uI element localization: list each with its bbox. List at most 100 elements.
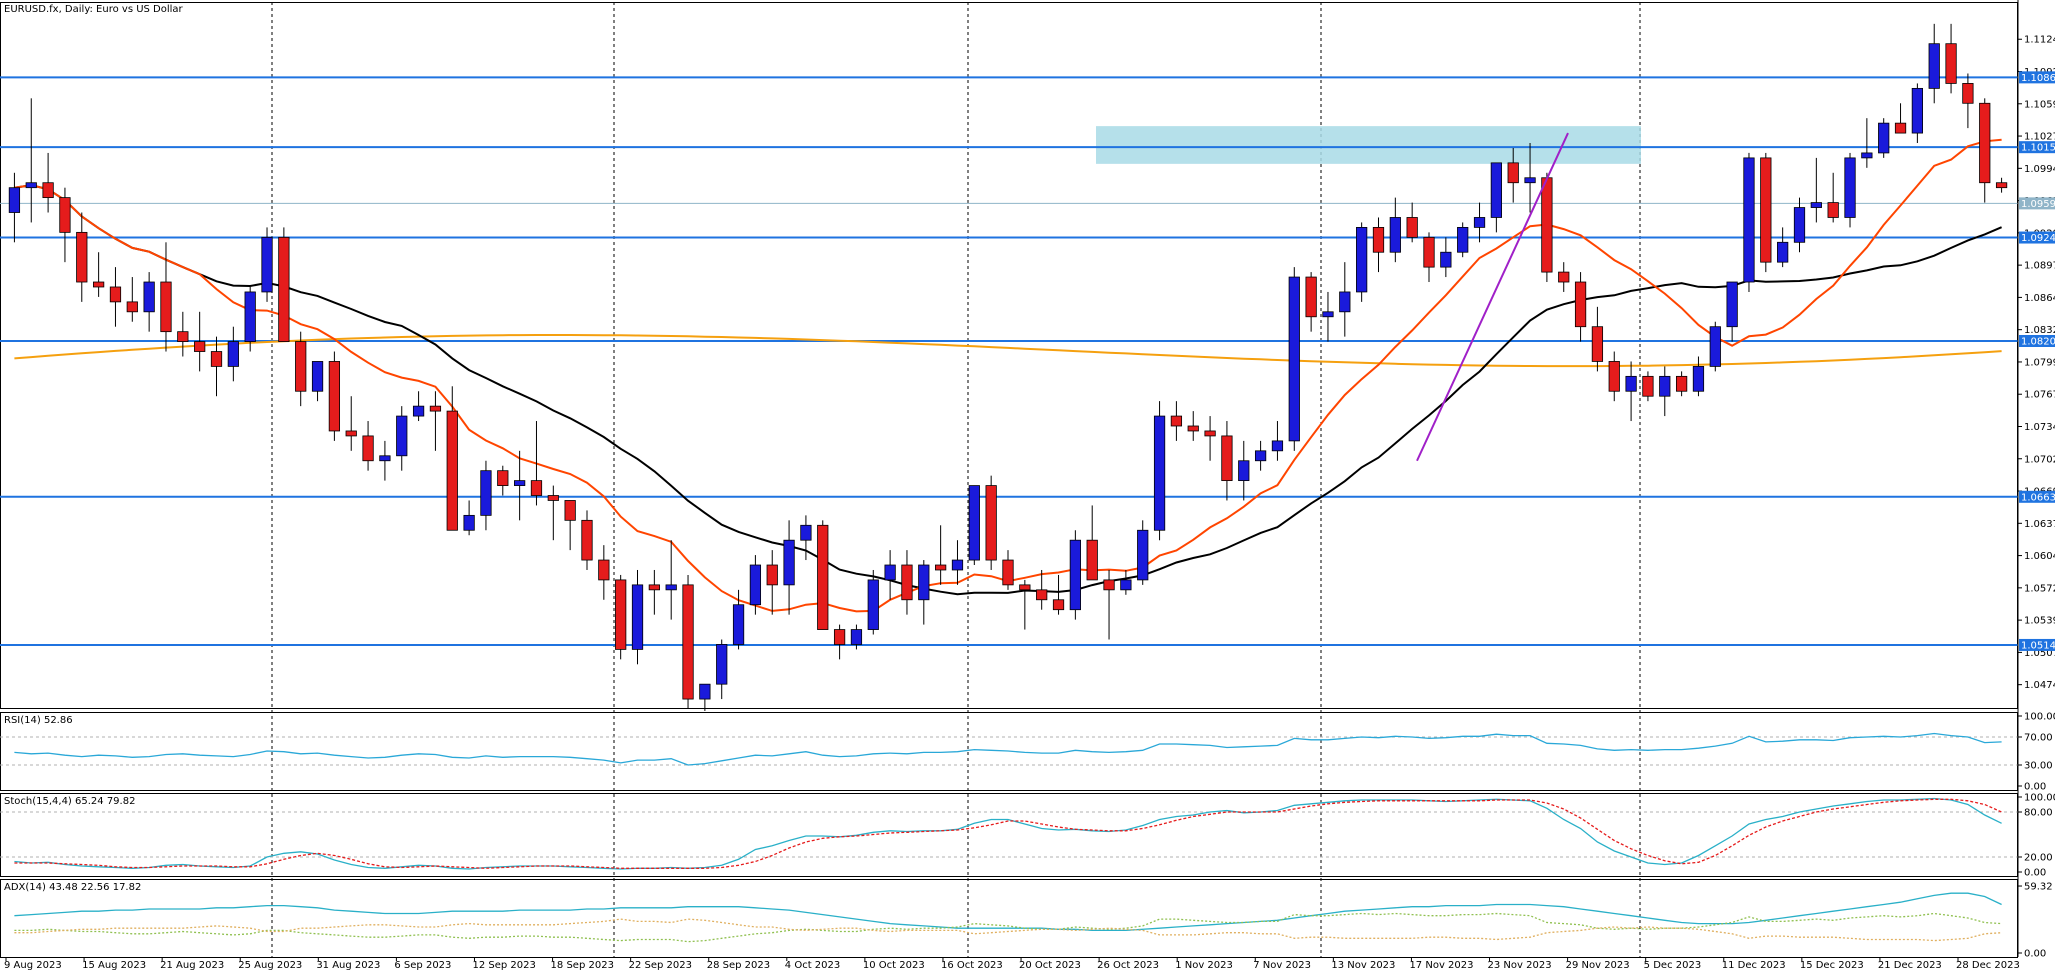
candle xyxy=(732,589,745,650)
candle-body xyxy=(1204,430,1216,437)
candle-body xyxy=(1827,202,1839,218)
time-tick-label: 22 Sep 2023 xyxy=(629,960,692,971)
candle xyxy=(379,440,391,481)
candle xyxy=(1271,421,1284,461)
time-tick-label: 25 Aug 2023 xyxy=(238,960,302,971)
candle-body xyxy=(1356,227,1368,293)
candle-body xyxy=(1187,425,1199,432)
candle xyxy=(1894,103,1907,134)
candle xyxy=(564,500,576,551)
candle-body xyxy=(665,584,677,591)
candle xyxy=(76,212,88,302)
candle xyxy=(766,550,778,615)
candle xyxy=(850,624,863,650)
current-price-tag-label: 1.09592 xyxy=(2021,199,2055,210)
indicator-tick-label: 100.00 xyxy=(2024,712,2055,723)
price-tick-label: 1.11245 xyxy=(2024,35,2055,46)
candle xyxy=(1187,411,1199,441)
candle xyxy=(699,683,711,711)
candle xyxy=(615,574,627,660)
level-price-tag xyxy=(2019,231,2055,244)
candle-body xyxy=(1945,43,1957,84)
candle-body xyxy=(25,182,37,189)
candle-body xyxy=(1086,539,1098,581)
candle xyxy=(1591,306,1604,372)
candle-body xyxy=(42,182,54,199)
candle xyxy=(1036,569,1048,610)
time-tick-label: 16 Oct 2023 xyxy=(941,960,1003,971)
candle xyxy=(749,555,762,615)
candle xyxy=(1861,118,1873,168)
price-tick-label: 1.09945 xyxy=(2024,164,2055,175)
candle-body xyxy=(935,564,947,571)
candle-body xyxy=(1625,375,1637,392)
candle-body xyxy=(1524,177,1536,184)
candle-body xyxy=(1810,202,1822,208)
candle xyxy=(665,540,677,620)
candle-body xyxy=(59,197,71,233)
indicator-panes-layer xyxy=(0,732,2018,943)
price-tick-label: 1.05720 xyxy=(2024,583,2055,594)
indicator-tick-label: 30.00 xyxy=(2024,761,2053,772)
candle xyxy=(514,450,526,521)
candle xyxy=(1170,401,1183,441)
candle-body xyxy=(1659,375,1671,397)
resistance-zone-layer xyxy=(1096,126,1641,164)
candle xyxy=(1490,162,1502,233)
candle-body xyxy=(1271,440,1284,452)
candle-body xyxy=(1574,281,1587,328)
price-tick-label: 1.07020 xyxy=(2024,454,2055,465)
time-tick-label: 28 Dec 2023 xyxy=(1956,960,2020,971)
price-tick-label: 1.08320 xyxy=(2024,325,2055,336)
candle xyxy=(1440,237,1452,278)
sma-slow-line xyxy=(14,334,2002,368)
candle-body xyxy=(1120,579,1132,591)
candle xyxy=(817,520,829,630)
candle xyxy=(278,227,290,342)
indicator-tick-label: 20.00 xyxy=(2024,853,2053,864)
candle xyxy=(951,540,964,585)
candle-body xyxy=(412,405,425,417)
candle xyxy=(935,525,947,585)
candle-body xyxy=(867,579,879,630)
candle xyxy=(396,406,408,471)
candle xyxy=(547,485,559,541)
candle xyxy=(25,98,37,223)
candle xyxy=(1221,421,1233,501)
candle-body xyxy=(1709,326,1721,367)
rsi-label: RSI(14) 52.86 xyxy=(4,715,73,726)
candle xyxy=(1204,416,1216,461)
candle-body xyxy=(1406,217,1418,238)
time-tick-label: 5 Dec 2023 xyxy=(1644,960,1702,971)
candle xyxy=(985,475,997,570)
candle xyxy=(227,326,239,382)
candle-body xyxy=(177,331,189,342)
candle-body xyxy=(328,361,341,432)
candle-body xyxy=(160,281,172,333)
candle-body xyxy=(1305,276,1317,318)
candle-body xyxy=(564,500,576,521)
time-tick-label: 11 Dec 2023 xyxy=(1722,960,1786,971)
candle xyxy=(1995,177,2008,193)
candle xyxy=(1322,291,1334,342)
candle-body xyxy=(295,341,307,392)
candle-body xyxy=(311,361,324,392)
candle-body xyxy=(1288,276,1300,442)
time-tick-label: 7 Nov 2023 xyxy=(1253,960,1311,971)
price-tick-label: 1.07670 xyxy=(2024,390,2055,401)
candle xyxy=(160,242,172,352)
candle xyxy=(1238,440,1250,501)
price-tick-label: 1.10270 xyxy=(2024,132,2055,143)
candle-body xyxy=(76,231,88,283)
candle xyxy=(295,331,307,407)
candle-body xyxy=(446,410,458,531)
candle-body xyxy=(581,519,593,561)
candle-body xyxy=(1372,227,1385,253)
trendline-layer xyxy=(1416,132,1569,462)
candle-body xyxy=(1440,251,1452,268)
candle-body xyxy=(1844,157,1856,218)
candle xyxy=(1793,197,1806,253)
time-tick-label: 26 Oct 2023 xyxy=(1097,960,1159,971)
price-tick-label: 1.08645 xyxy=(2024,293,2055,304)
